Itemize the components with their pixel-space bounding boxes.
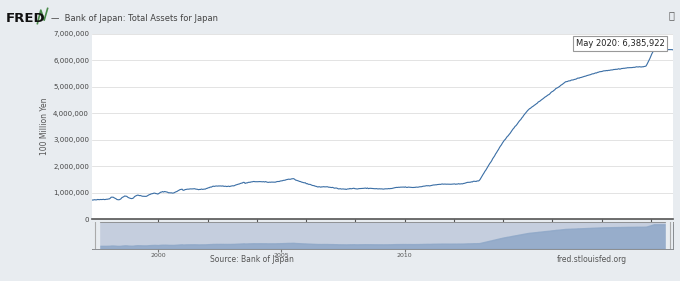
Text: —  Bank of Japan: Total Assets for Japan: — Bank of Japan: Total Assets for Japan <box>51 14 218 23</box>
Text: May 2020: 6,385,922: May 2020: 6,385,922 <box>576 39 664 48</box>
Bar <box>92 222 99 249</box>
Text: FRED: FRED <box>5 12 45 25</box>
Y-axis label: 100 Million Yen: 100 Million Yen <box>40 98 49 155</box>
Text: Source: Bank of Japan: Source: Bank of Japan <box>209 255 294 264</box>
Bar <box>666 222 673 249</box>
Text: fred.stlouisfed.org: fred.stlouisfed.org <box>556 255 627 264</box>
Text: ⤢: ⤢ <box>668 10 675 20</box>
